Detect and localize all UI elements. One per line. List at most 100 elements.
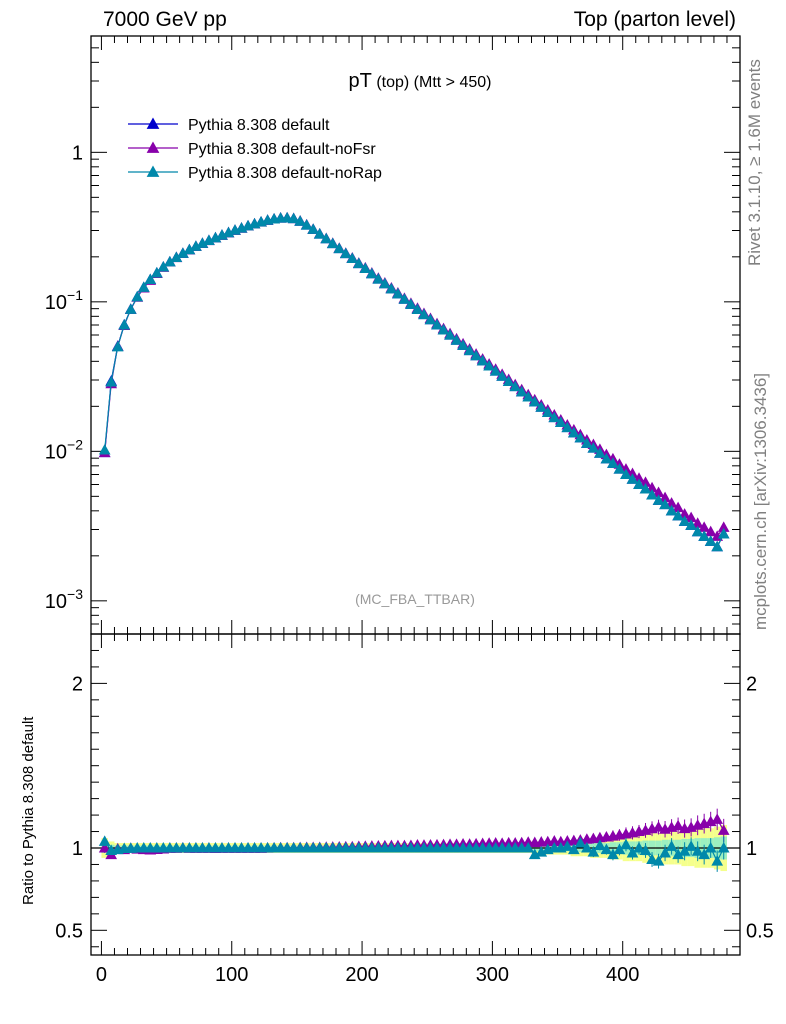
ratio-point-noRap <box>646 853 658 865</box>
data-point-noRap <box>150 266 163 278</box>
data-point-noRap <box>326 237 339 249</box>
data-point-noRap <box>398 293 411 304</box>
header-observable-label: Top (parton level) <box>573 8 736 31</box>
ratio-point-noRap <box>567 843 580 855</box>
data-point-noRap <box>646 489 658 500</box>
data-point-noRap <box>561 421 574 433</box>
data-point-noRap <box>411 303 424 314</box>
ratio-point-noRap <box>665 840 678 851</box>
series-line-default <box>104 217 725 548</box>
data-point-noRap <box>639 482 652 494</box>
data-point-noRap <box>372 273 385 284</box>
y-tick-label-ratio-left: 1 <box>72 838 83 860</box>
ratio-point-noRap <box>561 840 574 851</box>
data-point-noRap <box>600 452 613 464</box>
data-point-noRap <box>587 442 600 453</box>
legend-marker <box>146 117 160 129</box>
data-point-noRap <box>548 411 561 423</box>
x-tick-label: 200 <box>345 964 378 986</box>
data-point-noRap <box>98 444 111 455</box>
ratio-point-noRap <box>717 841 730 853</box>
ratio-point-noRap <box>659 846 671 858</box>
data-point-noRap <box>111 340 124 352</box>
series-noFsr <box>98 211 730 541</box>
data-point-noRap <box>105 375 118 387</box>
ratio-point-noRap <box>652 855 665 866</box>
data-point-noRap <box>594 447 606 458</box>
ratio-point-noRap <box>98 835 111 846</box>
data-point-noRap <box>339 247 352 259</box>
data-point-noRap <box>379 277 391 289</box>
ratio-plot-frame <box>90 633 741 956</box>
y-tick-label-ratio-right: 1 <box>746 838 757 860</box>
analysis-watermark: (MC_FBA_TTBAR) <box>355 591 475 607</box>
y-tick-label-main: 10−1 <box>45 287 83 314</box>
ratio-point-noRap <box>639 844 652 855</box>
y-tick-label-ratio-left: 0.5 <box>55 920 83 942</box>
legend-item-noFsr: Pythia 8.308 default-noFsr <box>128 141 376 158</box>
data-point-noRap <box>691 525 704 537</box>
data-point-noRap <box>457 339 469 350</box>
header-energy-label: 7000 GeV pp <box>103 8 227 31</box>
ratio-point-noRap <box>685 840 697 851</box>
legend-label: Pythia 8.308 default-noFsr <box>188 141 376 158</box>
data-point-noRap <box>320 232 333 244</box>
y-tick-label-main: 10−3 <box>45 586 83 613</box>
ratio-point-noRap <box>600 843 613 855</box>
data-point-noRap <box>483 360 495 371</box>
ratio-point-noRap <box>522 841 535 853</box>
data-point-noRap <box>711 540 724 552</box>
data-point-noRap <box>418 308 430 320</box>
data-point-noRap <box>574 431 587 443</box>
data-point-noRap <box>365 267 378 279</box>
data-point-noRap <box>294 215 307 226</box>
data-point-noRap <box>352 257 365 269</box>
y-tick-label-ratio-left: 2 <box>72 673 83 695</box>
ratio-point-noFsr <box>98 841 111 853</box>
data-point-noRap <box>431 318 443 330</box>
data-point-noRap <box>405 298 417 309</box>
data-point-noRap <box>704 535 717 546</box>
data-point-noRap <box>652 494 665 505</box>
ratio-point-noFsr <box>652 821 665 832</box>
ratio-point-noRap <box>711 855 724 866</box>
data-point-noRap <box>124 303 137 314</box>
data-point-noRap <box>620 468 632 479</box>
legend-marker <box>146 165 160 177</box>
data-point-noRap <box>678 515 691 526</box>
data-point-noRap <box>567 426 580 438</box>
ratio-point-noRap <box>704 841 717 853</box>
data-point-noRap <box>131 290 144 302</box>
ratio-point-noFsr <box>672 819 684 831</box>
data-point-noRap <box>515 385 528 397</box>
data-point-noRap <box>307 223 320 234</box>
data-point-noRap <box>444 329 456 340</box>
data-point-noRap <box>613 463 626 474</box>
ratio-point-noRap <box>698 848 711 860</box>
legend-item-noRap: Pythia 8.308 default-noRap <box>128 165 382 182</box>
data-point-noRap <box>346 252 359 263</box>
data-point-noRap <box>313 228 326 239</box>
legend-label: Pythia 8.308 default-noRap <box>188 165 382 182</box>
series-line-noFsr <box>104 217 725 538</box>
series-default <box>98 211 730 552</box>
data-point-noRap <box>607 457 619 468</box>
ratio-point-noRap <box>581 841 593 853</box>
legend-label: Pythia 8.308 default <box>188 117 330 134</box>
data-point-noRap <box>698 530 711 541</box>
data-point-noRap <box>685 519 697 530</box>
legend-item-default: Pythia 8.308 default <box>128 117 330 134</box>
ratio-point-noFsr <box>717 824 730 835</box>
ratio-point-noRap <box>633 841 645 853</box>
legend: Pythia 8.308 default Pythia 8.308 default… <box>128 117 382 182</box>
data-point-noRap <box>300 219 313 230</box>
data-point-noRap <box>157 260 170 272</box>
data-point-noRap <box>470 349 482 361</box>
data-point-noRap <box>333 242 346 254</box>
series-layer <box>98 211 730 872</box>
data-point-noRap <box>437 323 450 335</box>
data-point-noRap <box>137 281 150 292</box>
data-point-noRap <box>528 395 541 407</box>
data-point-noRap <box>541 406 554 417</box>
